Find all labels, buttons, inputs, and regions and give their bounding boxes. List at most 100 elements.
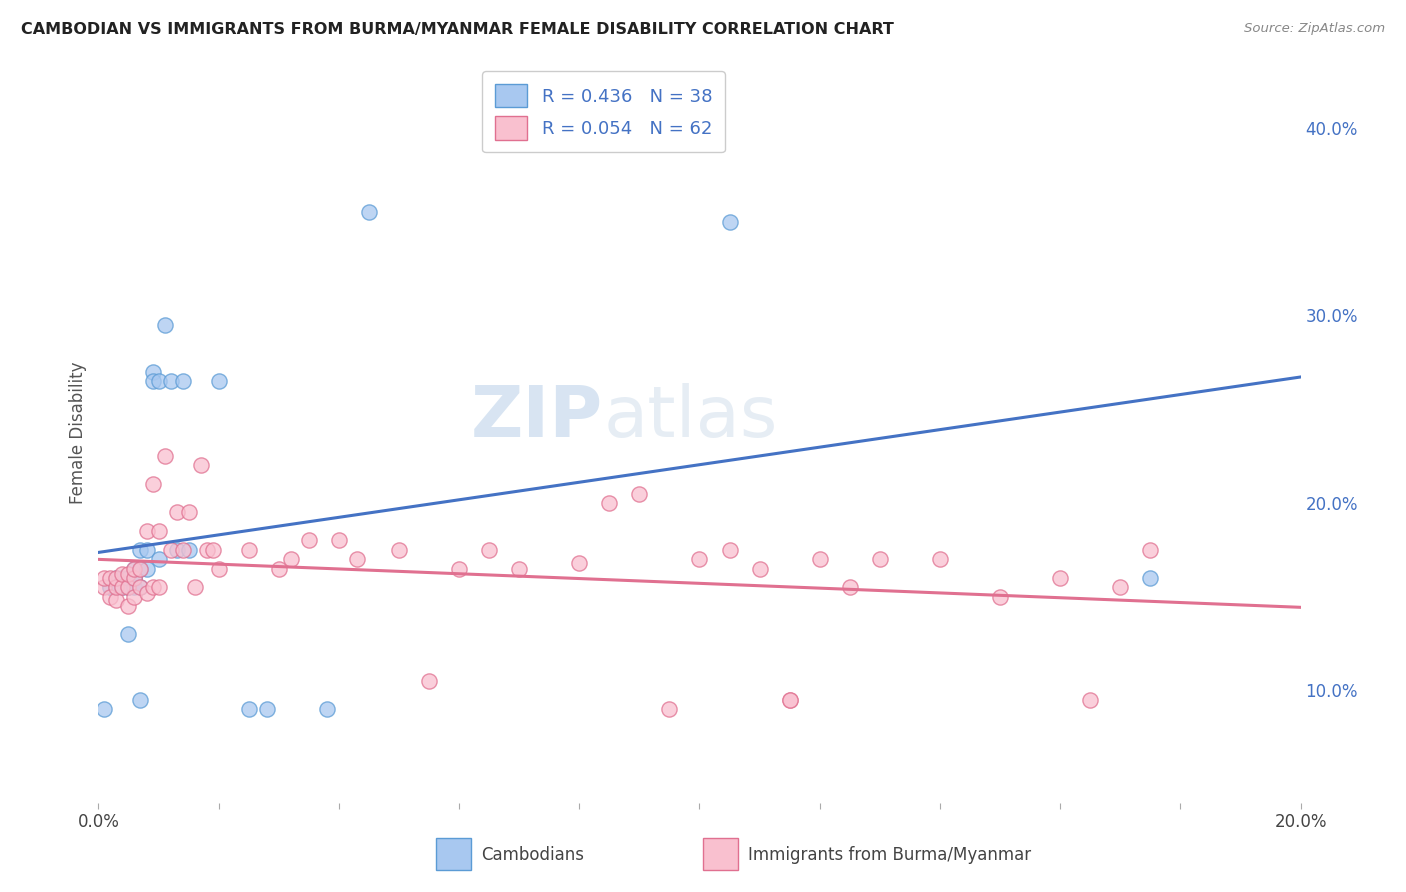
Point bbox=[129, 692, 152, 706]
Point bbox=[172, 374, 194, 388]
Text: Immigrants from Burma/Myanmar: Immigrants from Burma/Myanmar bbox=[748, 846, 1031, 863]
Text: CAMBODIAN VS IMMIGRANTS FROM BURMA/MYANMAR FEMALE DISABILITY CORRELATION CHART: CAMBODIAN VS IMMIGRANTS FROM BURMA/MYANM… bbox=[21, 22, 894, 37]
Y-axis label: Female Disability: Female Disability bbox=[69, 361, 87, 504]
Point bbox=[190, 458, 212, 473]
Point bbox=[388, 542, 411, 557]
Point bbox=[111, 571, 134, 585]
Point bbox=[124, 561, 146, 575]
Point bbox=[568, 556, 591, 570]
Point bbox=[280, 552, 302, 566]
Text: Cambodians: Cambodians bbox=[481, 846, 583, 863]
Point bbox=[124, 580, 146, 594]
Point bbox=[117, 580, 139, 594]
Point bbox=[105, 593, 128, 607]
Point bbox=[328, 533, 350, 548]
Point bbox=[256, 702, 278, 716]
Point bbox=[598, 496, 620, 510]
Point bbox=[141, 374, 163, 388]
Point bbox=[183, 580, 205, 594]
Text: ZIP: ZIP bbox=[471, 384, 603, 452]
Point bbox=[100, 580, 122, 594]
Point bbox=[929, 552, 952, 566]
Point bbox=[105, 580, 128, 594]
Point bbox=[689, 552, 711, 566]
Point bbox=[658, 702, 681, 716]
Point bbox=[117, 567, 139, 582]
Point bbox=[117, 580, 139, 594]
Point bbox=[111, 580, 134, 594]
Point bbox=[135, 586, 157, 600]
Point bbox=[124, 571, 146, 585]
Point bbox=[166, 505, 188, 519]
Point bbox=[93, 580, 115, 594]
Point bbox=[478, 542, 501, 557]
Legend: R = 0.436   N = 38, R = 0.054   N = 62: R = 0.436 N = 38, R = 0.054 N = 62 bbox=[482, 71, 724, 153]
Point bbox=[124, 571, 146, 585]
Point bbox=[208, 561, 231, 575]
Point bbox=[166, 542, 188, 557]
Point bbox=[105, 580, 128, 594]
Point bbox=[177, 505, 200, 519]
Point bbox=[129, 580, 152, 594]
Point bbox=[208, 374, 231, 388]
Text: atlas: atlas bbox=[603, 384, 778, 452]
Point bbox=[129, 561, 152, 575]
Point bbox=[100, 590, 122, 604]
Point bbox=[838, 580, 860, 594]
Point bbox=[93, 702, 115, 716]
Point bbox=[508, 561, 530, 575]
Point bbox=[129, 580, 152, 594]
Point bbox=[124, 590, 146, 604]
Point bbox=[628, 486, 651, 500]
Point bbox=[129, 561, 152, 575]
Point bbox=[117, 580, 139, 594]
Point bbox=[1109, 580, 1132, 594]
Point bbox=[201, 542, 224, 557]
Point bbox=[1139, 542, 1161, 557]
Point bbox=[148, 374, 170, 388]
Point bbox=[159, 542, 181, 557]
Point bbox=[346, 552, 368, 566]
Point bbox=[267, 561, 290, 575]
Point bbox=[1139, 571, 1161, 585]
Point bbox=[111, 567, 134, 582]
Point bbox=[718, 542, 741, 557]
Point bbox=[100, 571, 122, 585]
Point bbox=[298, 533, 321, 548]
Point bbox=[418, 673, 440, 688]
Point bbox=[141, 477, 163, 491]
Point bbox=[148, 524, 170, 538]
Point bbox=[105, 571, 128, 585]
Point bbox=[159, 374, 181, 388]
Point bbox=[315, 702, 337, 716]
Point bbox=[117, 571, 139, 585]
Point bbox=[869, 552, 891, 566]
Point bbox=[238, 542, 260, 557]
Point bbox=[148, 580, 170, 594]
Point bbox=[105, 580, 128, 594]
Point bbox=[718, 215, 741, 229]
Point bbox=[988, 590, 1011, 604]
Point bbox=[195, 542, 218, 557]
Point bbox=[135, 561, 157, 575]
Point bbox=[447, 561, 470, 575]
Point bbox=[779, 692, 801, 706]
Point bbox=[1078, 692, 1101, 706]
Point bbox=[748, 561, 770, 575]
Point bbox=[141, 365, 163, 379]
Point bbox=[357, 205, 380, 219]
Point bbox=[1049, 571, 1071, 585]
Point bbox=[135, 524, 157, 538]
Point bbox=[148, 552, 170, 566]
Point bbox=[779, 692, 801, 706]
Point bbox=[117, 599, 139, 613]
Point bbox=[141, 580, 163, 594]
Point bbox=[105, 571, 128, 585]
Point bbox=[808, 552, 831, 566]
Point bbox=[177, 542, 200, 557]
Point bbox=[135, 542, 157, 557]
Point bbox=[172, 542, 194, 557]
Point bbox=[93, 571, 115, 585]
Point bbox=[124, 561, 146, 575]
Point bbox=[129, 542, 152, 557]
